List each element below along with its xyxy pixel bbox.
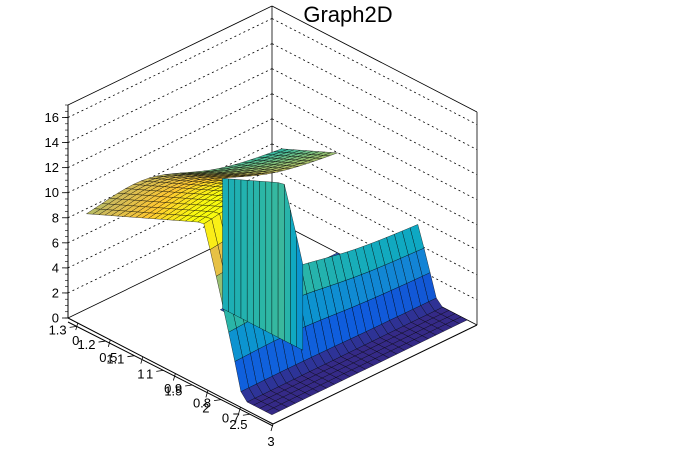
grid-line (67, 18, 273, 118)
x-tick-label: 2.5 (229, 417, 247, 432)
z-tick-label: 8 (52, 210, 59, 225)
y-tick (242, 413, 250, 416)
y-tick (98, 340, 106, 343)
z-tick-label: 10 (45, 185, 59, 200)
y-tick-label: 1 (146, 366, 153, 381)
grid-line (271, 68, 478, 176)
grid-line (271, 118, 478, 226)
y-tick (185, 384, 193, 387)
x-tick (270, 423, 274, 432)
y-tick-label: 1.3 (49, 322, 67, 337)
x-tick-label: 2 (202, 400, 209, 415)
x-axis-line (67, 317, 274, 425)
box-edge (271, 5, 478, 113)
surface-wall-cell (234, 179, 242, 319)
surface-cell (85, 208, 101, 215)
surface-wall-cell (259, 181, 266, 332)
surface-wall-cell (290, 210, 297, 348)
x-tick (172, 373, 176, 381)
surface-wall (222, 178, 303, 351)
z-tick-label: 14 (45, 135, 59, 150)
grid-line (271, 43, 478, 150)
y-tick (69, 325, 77, 328)
grid-line (271, 168, 478, 276)
y-tick-label: 1.1 (106, 352, 124, 367)
y-tick-label: 0.8 (193, 396, 211, 411)
surface-wall-cell (277, 182, 285, 341)
x-tick (140, 356, 144, 364)
axes (62, 104, 478, 432)
x-tick (238, 407, 241, 415)
chart-title: Graph2D (303, 2, 393, 27)
grid-line (67, 43, 273, 143)
surface-wall-cell (240, 179, 248, 322)
surface-wall-cell (284, 184, 291, 345)
surface-wall-cell (228, 178, 235, 316)
x-tick-label: 1.5 (164, 384, 182, 399)
surface-wall-cell (222, 178, 229, 313)
y-tick-label: 0.7 (222, 410, 240, 425)
tick-labels: 0 2 4 6 8 10 12 14 16 0 0.5 1 1.5 2 2.5 3 0.7 0.8 0.9 1 1.1 1… (45, 110, 275, 449)
y-tick (156, 369, 164, 372)
x-tick-label: 1 (137, 367, 144, 382)
y-axis-line (67, 321, 274, 427)
x-tick-label: 0.5 (99, 350, 117, 365)
z-tick-label: 16 (45, 110, 59, 125)
surface-wall-cell (271, 181, 279, 338)
surface-wall-cell (296, 236, 303, 351)
y-tick (127, 355, 135, 358)
z-tick-label: 0 (52, 311, 59, 326)
surface-wall-cell (265, 181, 273, 335)
x-tick-label: 3 (267, 434, 274, 449)
grid-line (271, 143, 478, 251)
y-tick (213, 399, 222, 402)
z-tick-label: 6 (52, 235, 59, 250)
z-tick-label: 2 (52, 285, 59, 300)
grid-line (271, 93, 478, 201)
box-edge (67, 5, 273, 106)
surface (85, 148, 468, 415)
grid-line (67, 68, 273, 169)
y-tick-label: 0.9 (164, 381, 182, 396)
surface-wall-cell (253, 180, 260, 329)
surface-wall-cell (247, 180, 254, 325)
y-tick-label: 1.2 (77, 337, 95, 352)
z-tick-label: 12 (45, 160, 59, 175)
y-axis-line-right (272, 324, 478, 425)
grid-line (271, 18, 478, 125)
x-tick-label: 0 (72, 333, 79, 348)
x-tick (205, 390, 209, 398)
z-tick-label: 4 (52, 260, 59, 275)
